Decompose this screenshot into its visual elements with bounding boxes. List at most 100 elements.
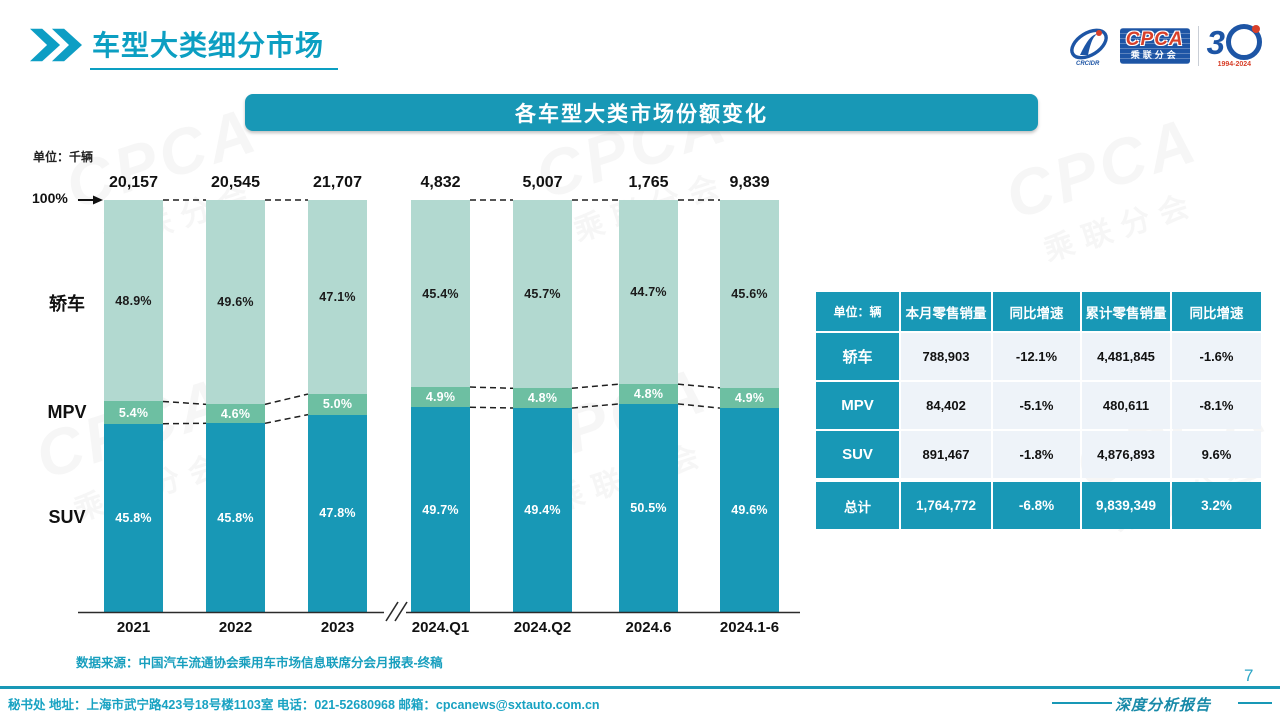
page-title: 车型大类细分市场: [90, 24, 339, 70]
bar-segment-sedan: 49.6%: [206, 200, 265, 405]
bar-segment-suv: 45.8%: [104, 423, 163, 612]
table-row-label: MPV: [816, 382, 899, 429]
table-total-cell: 3.2%: [1172, 482, 1261, 529]
retail-sales-table: 单位：辆 本月零售销量 同比增速 累计零售销量 同比增速 轿车 788,903 -12.1% 4…: [816, 292, 1263, 530]
segment-percent-label: 45.6%: [731, 286, 768, 301]
axis-category-label: 2021: [116, 619, 151, 636]
table-total-cell: 1,764,772: [901, 482, 991, 529]
bar-segment-sedan: 48.9%: [104, 200, 163, 402]
segment-percent-label: 49.7%: [422, 502, 459, 517]
axis-category-label: 2024.6: [625, 619, 672, 636]
segment-percent-label: 4.9%: [425, 390, 456, 405]
table-cell: -12.1%: [993, 333, 1080, 380]
segment-percent-label: 47.8%: [319, 506, 356, 521]
bar-segment-mpv: 4.9%: [411, 387, 470, 408]
banner-title: 各车型大类市场份额变化: [515, 102, 768, 126]
bar-segment-mpv: 4.8%: [513, 388, 572, 409]
bar-group: 49.6% 4.6% 45.8%: [206, 200, 265, 612]
report-label-line-right: [1238, 702, 1272, 704]
double-chevron-icon: [30, 28, 82, 62]
bar-total-label: 20,545: [211, 174, 260, 191]
table-cell: 9.6%: [1172, 431, 1261, 478]
axis-100-label: 100%: [32, 190, 68, 206]
table-cell: 891,467: [901, 431, 991, 478]
segment-percent-label: 48.9%: [115, 293, 152, 308]
segment-percent-label: 45.8%: [115, 510, 152, 525]
bar-segment-suv: 50.5%: [619, 403, 678, 612]
segment-percent-label: 45.8%: [217, 510, 254, 525]
segment-percent-label: 47.1%: [319, 290, 356, 305]
cpca-wordmark: CPCA 乘联分会: [1119, 28, 1190, 64]
data-source-note: 数据来源：中国汽车流通协会乘用车市场信息联席分会月报表-终稿: [76, 656, 443, 670]
table-header-cell: 累计零售销量: [1082, 292, 1170, 331]
footer-contact-info: 秘书处 地址：上海市武宁路423号18号楼1103室 电话：021-526809…: [8, 698, 600, 712]
table-row-label: SUV: [816, 431, 899, 478]
anniversary-30-logo: 3 1994-2024: [1207, 24, 1262, 68]
axis-category-label: 2023: [320, 619, 355, 636]
segment-percent-label: 49.6%: [217, 295, 254, 310]
bar-segment-suv: 49.6%: [720, 408, 779, 612]
bar-group: 48.9% 5.4% 45.8%: [104, 200, 163, 612]
logo-divider: [1197, 26, 1199, 66]
bar-segment-mpv: 5.4%: [104, 401, 163, 424]
footer-divider: [0, 686, 1280, 689]
table-cell: 788,903: [901, 333, 991, 380]
table-total-label: 总计: [816, 482, 899, 529]
series-label-mpv: MPV: [47, 401, 87, 422]
table-cell: -1.6%: [1172, 333, 1261, 380]
bar-segment-sedan: 44.7%: [619, 200, 678, 385]
bar-segment-suv: 47.8%: [308, 414, 367, 612]
bar-group: 45.4% 4.9% 49.7%: [411, 200, 470, 612]
table-cell: 84,402: [901, 382, 991, 429]
segment-percent-label: 4.9%: [734, 390, 765, 405]
cpca-logo: CRCIDR CPCA 乘联分会 3 1994-2024: [1066, 24, 1262, 68]
bar-total-label: 4,832: [420, 174, 461, 191]
segment-percent-label: 4.8%: [633, 387, 664, 402]
table-header-cell: 本月零售销量: [901, 292, 991, 331]
series-label-suv: SUV: [48, 506, 86, 527]
axis-category-label: 2024.Q1: [411, 619, 470, 636]
bar-segment-mpv: 4.9%: [720, 387, 779, 409]
bar-segment-suv: 45.8%: [206, 423, 265, 612]
segment-percent-label: 4.8%: [527, 391, 558, 406]
bar-segment-sedan: 45.7%: [513, 200, 572, 389]
bar-group: 47.1% 5.0% 47.8%: [308, 200, 367, 612]
segment-percent-label: 50.5%: [630, 500, 667, 515]
page-number: 7: [1244, 666, 1254, 685]
bar-segment-sedan: 45.6%: [720, 200, 779, 388]
bar-total-label: 21,707: [313, 174, 362, 191]
bar-total-label: 20,157: [109, 174, 158, 191]
bar-segment-mpv: 4.8%: [619, 384, 678, 404]
bar-segment-mpv: 4.6%: [206, 404, 265, 424]
bar-total-label: 1,765: [628, 174, 669, 191]
cpca-emblem-icon: CRCIDR: [1069, 28, 1108, 67]
anniversary-ring-icon: [1226, 24, 1262, 60]
page-header: 车型大类细分市场: [30, 24, 339, 70]
table-cell: -5.1%: [993, 382, 1080, 429]
segment-percent-label: 5.4%: [118, 405, 149, 420]
report-type-label: 深度分析报告: [1115, 696, 1212, 714]
bar-segment-sedan: 47.1%: [308, 200, 367, 395]
bar-segment-suv: 49.4%: [513, 408, 572, 612]
bar-segment-suv: 49.7%: [411, 407, 470, 612]
axis-category-label: 2024.Q2: [513, 619, 572, 636]
table-total-cell: 9,839,349: [1082, 482, 1170, 529]
bar-group: 45.7% 4.8% 49.4%: [513, 200, 572, 612]
segment-percent-label: 44.7%: [630, 285, 667, 300]
unit-label: 单位：千辆: [33, 150, 94, 164]
table-total-cell: -6.8%: [993, 482, 1080, 529]
table-cell: 4,481,845: [1082, 333, 1170, 380]
bar-segment-sedan: 45.4%: [411, 200, 470, 388]
axis-category-label: 2022: [218, 619, 253, 636]
report-label-line-left: [1052, 702, 1112, 704]
table-row-label: 轿车: [816, 333, 899, 380]
segment-percent-label: 49.4%: [524, 503, 561, 518]
table-cell: -8.1%: [1172, 382, 1261, 429]
series-label-sedan: 轿车: [49, 293, 85, 314]
table-header-cell: 单位：辆: [816, 292, 899, 331]
segment-percent-label: 5.0%: [322, 397, 353, 412]
segment-percent-label: 45.4%: [422, 286, 459, 301]
section-banner: 各车型大类市场份额变化: [245, 94, 1038, 131]
table-header-cell: 同比增速: [1172, 292, 1261, 331]
segment-percent-label: 45.7%: [524, 287, 561, 302]
